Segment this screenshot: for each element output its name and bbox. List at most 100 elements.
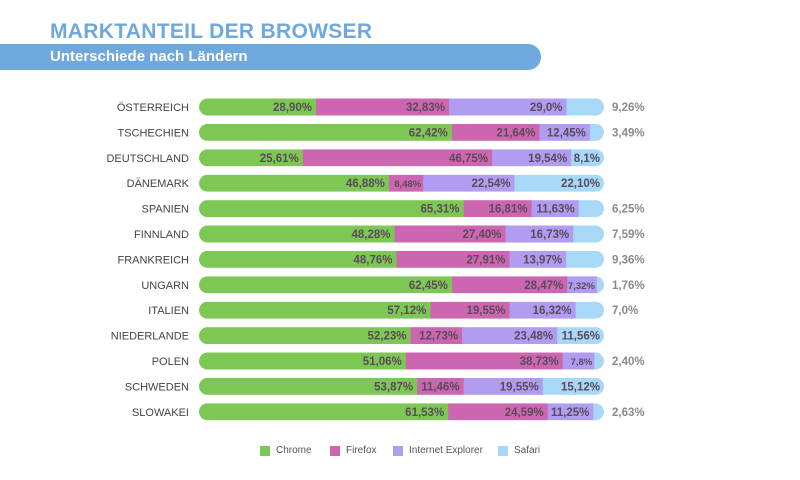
bar-row [199,276,604,294]
bar-segment-firefox [410,327,463,345]
bar-segment-internet-explorer [505,225,574,243]
bar-segment-firefox [417,377,465,395]
category-label: NIEDERLANDE [111,331,189,343]
value-label: 6,25% [612,204,645,216]
bar-segment-internet-explorer [423,174,515,192]
value-label: 25,61% [260,153,299,165]
value-label: 48,28% [352,229,391,241]
value-label: 3,49% [612,127,645,139]
value-label: 65,31% [420,204,459,216]
chart-subtitle: Unterschiede nach Ländern [50,48,248,65]
value-label: 1,76% [612,280,645,292]
legend-swatch [498,446,508,456]
subtitle-banner: Unterschiede nach Ländern [0,44,541,70]
value-label: 9,26% [612,102,645,114]
bar-segment-chrome [199,403,449,421]
value-label: 11,46% [421,381,459,393]
category-label: POLEN [152,356,189,368]
value-label: 52,23% [368,331,407,343]
bar-segment-chrome [199,200,465,218]
legend-label: Firefox [346,445,377,456]
value-label: 19,55% [467,305,506,317]
bar-segment-internet-explorer [449,98,567,116]
bar-segment-internet-explorer [547,403,594,421]
bar-segment-internet-explorer [463,377,544,395]
legend-label: Internet Explorer [409,445,483,456]
value-label: 9,36% [612,254,645,266]
bar-row [199,327,604,345]
bar-row [199,225,604,243]
bar-segment-chrome [199,377,418,395]
category-label: ITALIEN [148,305,189,317]
bar-segment-safari [557,327,604,345]
bar-segment-internet-explorer [539,123,591,141]
bar-row [199,200,604,218]
bar-segment-chrome [199,123,453,141]
category-label: FINNLAND [134,229,189,241]
value-label: 46,75% [449,153,488,165]
bar-segment-safari [594,352,604,370]
bar-segment-firefox [302,149,493,167]
bar-segment-chrome [199,250,397,268]
bar-row [199,301,604,319]
bar-segment-firefox [394,225,507,243]
legend-label: Safari [514,445,541,456]
value-label: 7,0% [612,305,638,317]
legend-swatch [393,446,403,456]
bar-segment-safari [578,200,604,218]
bar-segment-safari [573,225,604,243]
stacked-bar-chart: ÖSTERREICH 28,90% 32,83% 29,0% 9,26% TSCHECHI… [106,98,645,421]
value-label: 62,45% [409,280,448,292]
value-label: 12,45% [547,127,586,139]
value-label: 16,32% [533,305,572,317]
category-label: DEUTSCHLAND [106,153,189,165]
value-label: 38,73% [520,356,559,368]
bar-row [199,98,604,116]
value-label: 16,73% [530,229,569,241]
bar-segment-firefox [463,200,533,218]
value-label: 15,12% [561,381,600,393]
bar-segment-safari [542,377,604,395]
bar-segment-firefox [451,276,568,294]
value-label: 11,25% [551,407,589,419]
value-label: 7,59% [612,229,645,241]
bar-row [199,250,604,268]
value-label: 57,12% [387,305,426,317]
bar-segment-chrome [199,352,407,370]
bar-segment-chrome [199,149,304,167]
bar-segment-internet-explorer [562,352,595,370]
value-label: 8,48% [394,179,421,190]
bar-segment-safari [571,149,604,167]
value-label: 11,56% [562,331,600,343]
bar-segment-chrome [199,225,396,243]
value-label: 62,42% [409,127,448,139]
category-label: DÄNEMARK [127,178,190,190]
value-label: 28,47% [524,280,563,292]
value-label: 13,97% [523,254,562,266]
value-label: 24,59% [505,407,544,419]
value-label: 19,55% [500,381,539,393]
value-label: 27,40% [462,229,501,241]
value-label: 7,8% [571,357,593,368]
value-label: 61,53% [405,407,444,419]
value-label: 28,90% [273,102,312,114]
legend-swatch [260,446,270,456]
value-label: 22,54% [471,178,510,190]
value-label: 2,40% [612,356,645,368]
bar-row [199,352,604,370]
bar-row [199,149,604,167]
bar-segment-firefox [430,301,511,319]
value-label: 8,1% [574,153,600,165]
bar-segment-chrome [199,301,431,319]
chart-title: MARKTANTEIL DER BROWSER [50,20,373,43]
bar-segment-safari [575,301,604,319]
bar-row [199,377,604,395]
chart-legend: Chrome Firefox Internet Explorer Safari [0,444,800,460]
category-label: SLOWAKEI [132,407,189,419]
value-label: 46,88% [346,178,385,190]
bar-segment-internet-explorer [531,200,580,218]
legend-swatch [330,446,340,456]
value-label: 23,48% [514,331,553,343]
bar-segment-firefox [451,123,540,141]
bar-segment-safari [593,403,604,421]
